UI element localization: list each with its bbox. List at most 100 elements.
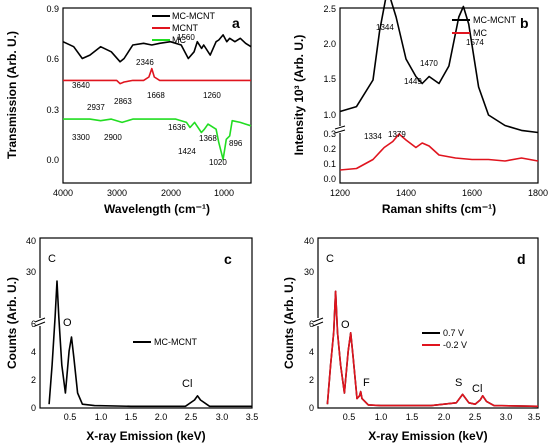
annotation: 1424 xyxy=(178,147,196,156)
panel-label: a xyxy=(232,15,240,31)
panel-b: b Raman shifts (cm⁻¹) Intensity 10³ (Arb… xyxy=(292,0,548,216)
x-tick-labels: 4000 3000 2000 1000 xyxy=(53,188,234,198)
series-mcnt xyxy=(63,67,251,85)
x-tick-label: 2.0 xyxy=(438,412,451,422)
legend-label: MC xyxy=(473,28,487,38)
panel-c: c X-ray Emission (keV) Counts (Arb. U.) … xyxy=(5,236,258,443)
series-group xyxy=(326,290,539,408)
annotation: 896 xyxy=(229,139,243,148)
annotations: 1344 1574 1449 1470 1334 1379 xyxy=(364,23,484,141)
series-group xyxy=(48,280,252,408)
x-tick-labels: 0.5 1.0 1.5 2.0 2.5 3.0 3.5 xyxy=(343,412,541,422)
peak-label: S xyxy=(455,377,462,389)
x-tick-label: 3.0 xyxy=(500,412,513,422)
annotation: 1379 xyxy=(388,130,406,139)
annotation: 3300 xyxy=(72,133,90,142)
series-mc-mcnt xyxy=(339,0,539,134)
annotation: 2346 xyxy=(136,58,154,67)
annotation: 2863 xyxy=(114,97,132,106)
y-tick-label: 2 xyxy=(309,375,314,385)
x-tick-label: 3.5 xyxy=(528,412,541,422)
annotation: 1368 xyxy=(199,134,217,143)
peak-label: O xyxy=(341,319,350,331)
x-axis-label: X-ray Emission (keV) xyxy=(86,429,205,443)
series-group xyxy=(62,34,252,161)
y-tick-label: 30 xyxy=(304,267,314,277)
y-axis-label: Intensity 10³ (Arb. U.) xyxy=(292,35,306,156)
legend: MC-MCNT xyxy=(133,337,197,347)
y-tick-label: 0.6 xyxy=(46,54,59,64)
x-tick-label: 3000 xyxy=(107,188,127,198)
x-tick-labels: 0.5 1.0 1.5 2.0 2.5 3.0 3.5 xyxy=(64,412,259,422)
series-mc xyxy=(63,118,252,161)
legend-label: -0.2 V xyxy=(443,340,467,350)
legend-label: MC xyxy=(172,35,186,45)
plot-frame xyxy=(39,237,253,409)
panel-label: d xyxy=(517,251,526,267)
y-tick-label: 0.0 xyxy=(46,155,59,165)
peak-labels: C O F S Cl xyxy=(326,253,482,395)
x-tick-label: 1800 xyxy=(528,188,548,198)
x-tick-label: 1400 xyxy=(396,188,416,198)
x-tick-label: 3.0 xyxy=(216,412,229,422)
annotation: 1344 xyxy=(376,23,394,32)
y-tick-label: 0.1 xyxy=(323,159,336,169)
x-tick-label: 2.5 xyxy=(185,412,198,422)
peak-label: F xyxy=(363,377,370,389)
x-tick-label: 0.5 xyxy=(64,412,77,422)
legend: 0.7 V -0.2 V xyxy=(422,328,467,350)
y-tick-label: 1.5 xyxy=(323,74,336,84)
annotation: 1334 xyxy=(364,132,382,141)
y-tick-label: 4 xyxy=(31,347,36,357)
annotation: 1260 xyxy=(203,91,221,100)
peak-label: Cl xyxy=(472,383,482,395)
panel-d: d X-ray Emission (keV) Counts (Arb. U.) … xyxy=(282,236,540,443)
annotation: 1560 xyxy=(177,33,195,42)
series-mc-mcnt xyxy=(48,280,252,408)
annotations: 3640 2937 2863 2346 1560 1668 1260 3300 … xyxy=(72,33,243,167)
x-tick-label: 1.0 xyxy=(95,412,108,422)
x-tick-labels: 1200 1400 1600 1800 xyxy=(330,188,548,198)
annotation: 2900 xyxy=(104,133,122,142)
x-tick-label: 1200 xyxy=(330,188,350,198)
annotation: 2937 xyxy=(87,103,105,112)
series-0-7-v xyxy=(326,290,539,408)
y-axis-label: Counts (Arb. U.) xyxy=(282,277,296,369)
y-tick-label: 0.3 xyxy=(323,129,336,139)
y-tick-label: 0.0 xyxy=(323,174,336,184)
peak-label: C xyxy=(48,253,56,265)
x-axis-label: Wavelength (cm⁻¹) xyxy=(104,202,210,216)
plot-frame xyxy=(317,237,539,409)
x-tick-label: 4000 xyxy=(53,188,73,198)
legend-label: MC-MCNT xyxy=(154,337,197,347)
legend: MC-MCNT MCNT MC xyxy=(152,11,215,45)
peak-label: O xyxy=(63,317,72,329)
legend-label: MC-MCNT xyxy=(473,15,516,25)
legend-label: MC-MCNT xyxy=(172,11,215,21)
y-tick-labels: 0.0 0.3 0.6 0.9 xyxy=(46,4,59,165)
panel-a: a Wavelength (cm⁻¹) Transmission (Arb. U… xyxy=(5,4,252,216)
peak-labels: C O Cl xyxy=(48,253,192,390)
annotation: 1636 xyxy=(168,123,186,132)
y-axis-label: Transmission (Arb. U.) xyxy=(5,31,19,159)
y-tick-label: 40 xyxy=(304,236,314,246)
x-tick-label: 1.0 xyxy=(375,412,388,422)
y-tick-label: 6 xyxy=(309,319,314,329)
y-tick-label: 0.3 xyxy=(46,105,59,115)
series-0-2-v xyxy=(326,290,539,408)
axis-break-mark xyxy=(334,125,346,134)
legend-label: MCNT xyxy=(172,23,198,33)
annotation: 1020 xyxy=(209,158,227,167)
y-tick-labels: 0 2 4 6 30 40 xyxy=(26,236,36,413)
y-tick-label: 4 xyxy=(309,347,314,357)
x-tick-label: 1.5 xyxy=(406,412,419,422)
series-group xyxy=(339,0,539,171)
plot-frame xyxy=(62,7,252,184)
axis-break-mark xyxy=(34,317,46,327)
annotation: 1449 xyxy=(404,77,422,86)
y-tick-label: 40 xyxy=(26,236,36,246)
axis-break-mark xyxy=(312,317,324,327)
y-tick-label: 0.2 xyxy=(323,144,336,154)
x-tick-label: 3.5 xyxy=(246,412,259,422)
